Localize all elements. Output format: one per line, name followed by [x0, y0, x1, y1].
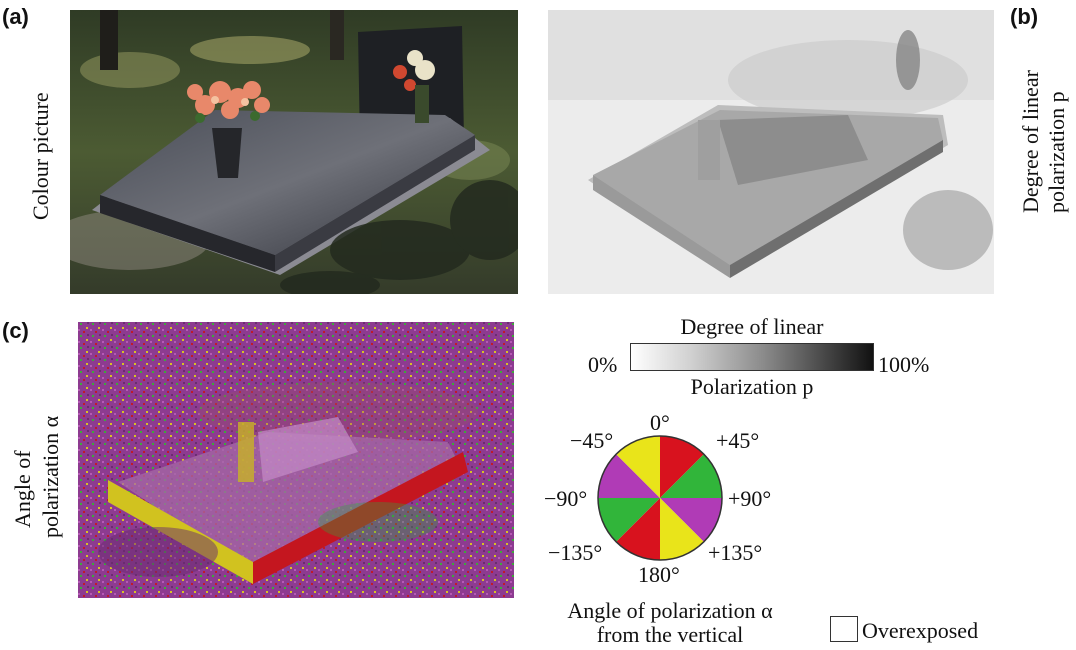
angle-label-right: +90°	[728, 486, 772, 511]
degree-caption-line1: Degree of linear	[1018, 70, 1043, 213]
degree-legend-subtitle: Polarization p	[690, 374, 814, 399]
angle-legend-caption-line1: Angle of polarization α	[567, 598, 773, 623]
angle-label-bottom: 180°	[638, 562, 680, 587]
angle-label-left: −90°	[544, 486, 588, 511]
degree-legend-title: Degree of linear	[680, 314, 824, 339]
angle-legend-caption-line2: from the vertical	[596, 622, 744, 647]
overexposed-label: Overexposed	[862, 618, 979, 643]
angle-color-wheel	[596, 434, 724, 562]
angle-label-top-left: −45°	[570, 428, 614, 453]
angle-label-top: 0°	[650, 410, 670, 435]
panel-label-a: (a)	[2, 4, 29, 29]
degree-caption-line2: polarization p	[1044, 91, 1069, 213]
panel-label-b: (b)	[1010, 4, 1039, 29]
degree-of-linear-polarization-image	[548, 10, 994, 294]
angle-caption-line2: polarization α	[38, 415, 63, 538]
angle-of-polarization-image	[78, 322, 514, 598]
colour-picture-caption: Colour picture	[28, 92, 53, 220]
angle-caption-line1: Angle of	[10, 450, 35, 528]
colour-photo-grave	[70, 10, 518, 294]
angle-label-bottom-right: +135°	[708, 540, 763, 565]
degree-colorbar	[630, 343, 874, 371]
degree-legend-min-label: 0%	[588, 352, 618, 377]
degree-legend-max-label: 100%	[878, 352, 930, 377]
angle-label-top-right: +45°	[716, 428, 760, 453]
angle-label-bottom-left: −135°	[548, 540, 603, 565]
overexposed-swatch	[830, 616, 858, 642]
panel-label-c: (c)	[2, 318, 29, 343]
